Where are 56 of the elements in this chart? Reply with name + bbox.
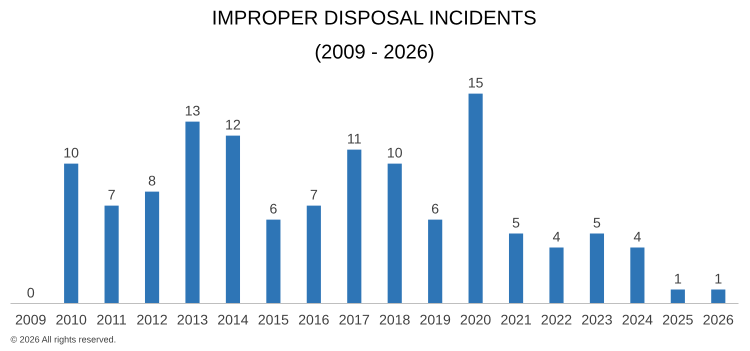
x-tick-label: 2026 (702, 312, 734, 328)
bar (508, 234, 524, 304)
x-tick-label: 2014 (217, 312, 249, 328)
x-tick-label: 2018 (379, 312, 411, 328)
data-label: 7 (108, 186, 116, 203)
x-tick-label: 2012 (136, 312, 168, 328)
x-tick-label: 2016 (298, 312, 330, 328)
bar (428, 220, 442, 304)
x-tick-label: 2020 (460, 312, 492, 328)
data-label: 10 (63, 144, 80, 161)
data-label: 11 (347, 130, 362, 147)
x-tick-label: 2024 (622, 312, 654, 328)
x-tick-label: 2010 (56, 312, 87, 328)
bar (226, 136, 240, 304)
bar (144, 192, 160, 304)
data-label: 1 (714, 270, 722, 287)
x-tick-label: 2023 (581, 312, 613, 328)
x-tick-label: 2022 (540, 312, 572, 328)
bar (347, 150, 362, 304)
data-label: 4 (552, 228, 561, 245)
chart-title: IMPROPER DISPOSAL INCIDENTS (212, 8, 537, 30)
data-label: 5 (512, 214, 520, 231)
data-label: 8 (148, 172, 156, 189)
bar (711, 290, 726, 304)
x-tick-label: 2017 (338, 312, 370, 328)
chart-subtitle: (2009 - 2026) (314, 42, 435, 64)
text: © 2026 All rights reserved. (10, 334, 116, 344)
data-label: 5 (593, 214, 602, 231)
bar (306, 206, 321, 304)
data-label: 4 (633, 228, 642, 245)
bar (185, 122, 200, 304)
bar (590, 234, 604, 304)
data-label: 0 (26, 284, 35, 300)
bar (64, 164, 78, 304)
x-tick-label: 2015 (258, 312, 290, 328)
data-label: 15 (468, 74, 484, 91)
data-label: 6 (269, 200, 278, 217)
bar (468, 94, 483, 304)
data-label: 12 (225, 116, 241, 133)
bar (670, 290, 685, 304)
x-tick-label: 2009 (15, 312, 47, 328)
data-label: 10 (386, 144, 403, 161)
bar (104, 206, 119, 304)
x-tick-label: 2011 (96, 312, 127, 328)
data-label: 7 (310, 186, 318, 203)
bar (630, 248, 644, 304)
bar (549, 248, 564, 304)
bar (266, 220, 280, 304)
data-label: 13 (184, 102, 200, 119)
x-tick-label: 2025 (662, 312, 694, 328)
data-label: 6 (431, 200, 440, 217)
data-label: 1 (674, 270, 682, 287)
bar (388, 164, 402, 304)
x-tick-label: 2013 (176, 312, 208, 328)
x-tick-label: 2019 (420, 312, 451, 328)
x-tick-label: 2021 (500, 312, 532, 328)
